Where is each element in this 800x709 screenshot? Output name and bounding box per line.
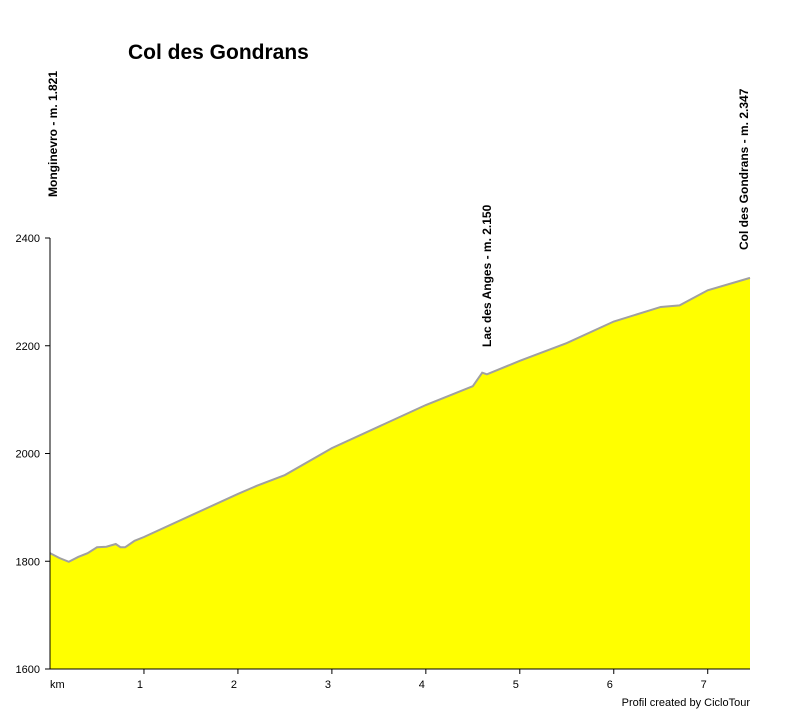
y-tick-label: 2200 xyxy=(16,341,40,353)
y-tick-label: 2000 xyxy=(16,449,40,461)
x-tick-label: 4 xyxy=(419,679,425,691)
x-axis-label: km xyxy=(50,679,65,691)
y-tick-label: 1600 xyxy=(16,664,40,676)
annotation: Col des Gondrans - m. 2.347 xyxy=(737,88,751,250)
x-tick-label: 1 xyxy=(137,679,143,691)
footer: Profil created by CicloTour xyxy=(622,697,751,709)
elevation-line xyxy=(49,276,751,563)
y-tick-label: 1800 xyxy=(16,556,40,568)
x-tick-label: 6 xyxy=(607,679,613,691)
chart-title: Col des Gondrans xyxy=(128,41,309,64)
annotation: Monginevro - m. 1.821 xyxy=(46,71,60,197)
x-tick-label: 7 xyxy=(701,679,707,691)
x-tick-label: 3 xyxy=(325,679,331,691)
x-tick-label: 5 xyxy=(513,679,519,691)
y-tick-label: 2400 xyxy=(16,233,40,245)
area-fill xyxy=(50,277,750,669)
x-tick-label: 2 xyxy=(231,679,237,691)
annotation: Lac des Anges - m. 2.150 xyxy=(480,204,494,347)
